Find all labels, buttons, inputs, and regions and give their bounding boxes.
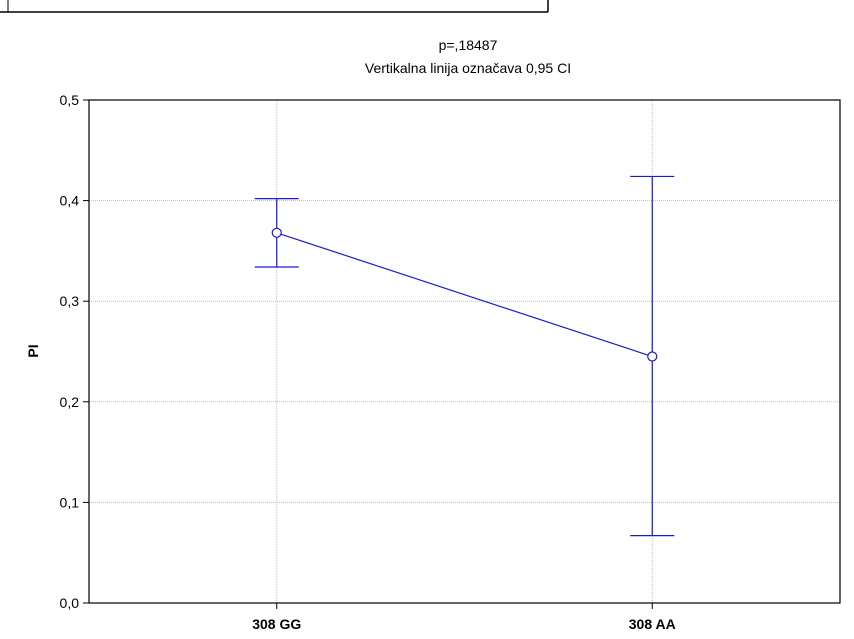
x-tick-label: 308 AA	[629, 616, 676, 632]
y-tick-label: 0,1	[60, 494, 80, 510]
y-tick-label: 0,3	[60, 293, 80, 309]
grid-lines	[89, 100, 840, 603]
y-tick-label: 0,0	[60, 595, 80, 611]
plot-frame	[88, 99, 841, 604]
y-tick-label: 0,2	[60, 394, 80, 410]
series-line-group	[254, 175, 675, 537]
x-axis-categories: 308 GG 308 AA	[252, 603, 676, 632]
chart-title: p=,18487	[439, 37, 498, 53]
series-line	[276, 232, 653, 358]
data-point	[271, 227, 282, 238]
x-tick-label: 308 GG	[252, 616, 301, 632]
y-tick-label: 0,5	[60, 92, 80, 108]
chart-subtitle: Vertikalna linija označava 0,95 CI	[365, 60, 571, 76]
y-tick-label: 0,4	[60, 193, 80, 209]
data-point	[647, 351, 658, 362]
y-axis-label: PI	[25, 344, 41, 357]
y-axis-ticks: 0,0 0,1 0,2 0,3 0,4 0,5	[60, 92, 89, 611]
